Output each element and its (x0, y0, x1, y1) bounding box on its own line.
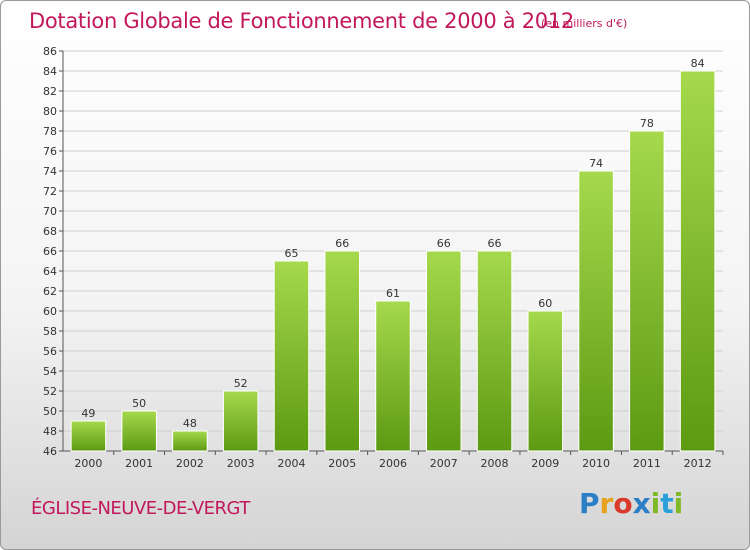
x-tick-label-2010: 2010 (582, 457, 610, 470)
bar-2004 (273, 260, 310, 452)
value-label-2011: 78 (640, 117, 654, 130)
x-tick-label-2011: 2011 (633, 457, 661, 470)
y-tick-label: 58 (43, 325, 57, 338)
y-tick-label: 54 (43, 365, 57, 378)
bar-2008 (476, 250, 513, 452)
y-tick-label: 74 (43, 165, 57, 178)
value-labels: 49 50 48 52 65 66 61 66 66 60 74 78 84 (81, 57, 704, 430)
x-tick-label-2002: 2002 (176, 457, 204, 470)
y-tick-label: 70 (43, 205, 57, 218)
value-label-2007: 66 (437, 237, 451, 250)
bar-2007 (426, 250, 462, 452)
value-label-2002: 48 (183, 417, 197, 430)
x-tick-label-2006: 2006 (379, 457, 407, 470)
commune-name: ÉGLISE-NEUVE-DE-VERGT (31, 498, 250, 519)
value-label-2010: 74 (589, 157, 603, 170)
y-tick-label: 86 (43, 45, 57, 58)
y-tick-label: 56 (43, 345, 57, 358)
chart-title: Dotation Globale de Fonctionnement de 20… (29, 9, 574, 33)
bar-2012 (679, 70, 716, 452)
y-tick-label: 50 (43, 405, 57, 418)
logo-letter: r (599, 487, 614, 520)
logo-letter: i (673, 487, 684, 520)
value-label-2006: 61 (386, 287, 400, 300)
x-tick-label-2003: 2003 (227, 457, 255, 470)
y-tick-label: 76 (43, 145, 57, 158)
bar-2003 (222, 390, 259, 452)
chart-subtitle: (en milliers d'€) (541, 17, 628, 30)
bar-2005 (324, 250, 360, 452)
y-tick-labels: 46 48 50 52 54 56 58 60 62 64 66 68 70 72 74 76 78 80 82 84… (43, 45, 57, 458)
bar-2006 (375, 300, 411, 452)
y-tick-label: 68 (43, 225, 57, 238)
logo-letter: o (613, 487, 633, 520)
bar-2011 (629, 130, 665, 452)
y-tick-label: 52 (43, 385, 57, 398)
value-label-2008: 66 (488, 237, 502, 250)
bar-2000 (70, 420, 107, 452)
value-label-2000: 49 (81, 407, 95, 420)
y-tick-label: 84 (43, 65, 57, 78)
value-label-2004: 65 (284, 247, 298, 260)
logo-letter: x (632, 487, 651, 520)
x-tick-label-2004: 2004 (277, 457, 305, 470)
y-tick-label: 46 (43, 445, 57, 458)
x-tick-label-2001: 2001 (125, 457, 153, 470)
x-tick-labels: 2000 2001 2002 2003 2004 2005 2006 2007 2008 2009… (74, 457, 711, 470)
x-tick-label-2000: 2000 (74, 457, 102, 470)
value-label-2012: 84 (691, 57, 705, 70)
y-tick-label: 80 (43, 105, 57, 118)
bar-2001 (121, 410, 157, 452)
value-label-2005: 66 (335, 237, 349, 250)
y-tick-label: 60 (43, 305, 57, 318)
y-tick-label: 48 (43, 425, 57, 438)
logo-letter: i (650, 487, 661, 520)
y-tick-label: 78 (43, 125, 57, 138)
x-tick-label-2005: 2005 (328, 457, 356, 470)
x-tick-label-2012: 2012 (684, 457, 712, 470)
logo-letter: t (660, 487, 674, 520)
bars (70, 70, 716, 452)
bar-2002 (172, 430, 208, 452)
y-tick-label: 66 (43, 245, 57, 258)
value-label-2003: 52 (234, 377, 248, 390)
x-tick-label-2008: 2008 (481, 457, 509, 470)
value-label-2009: 60 (538, 297, 552, 310)
y-tick-label: 82 (43, 85, 57, 98)
y-tick-label: 62 (43, 285, 57, 298)
value-label-2001: 50 (132, 397, 146, 410)
bar-2009 (527, 310, 564, 452)
x-tick-label-2007: 2007 (430, 457, 458, 470)
y-tick-label: 72 (43, 185, 57, 198)
bar-2010 (578, 170, 614, 452)
proxiti-logo: Proxiti (579, 487, 699, 527)
logo-letter: P (579, 487, 600, 520)
y-tick-label: 64 (43, 265, 57, 278)
x-tick-label-2009: 2009 (531, 457, 559, 470)
